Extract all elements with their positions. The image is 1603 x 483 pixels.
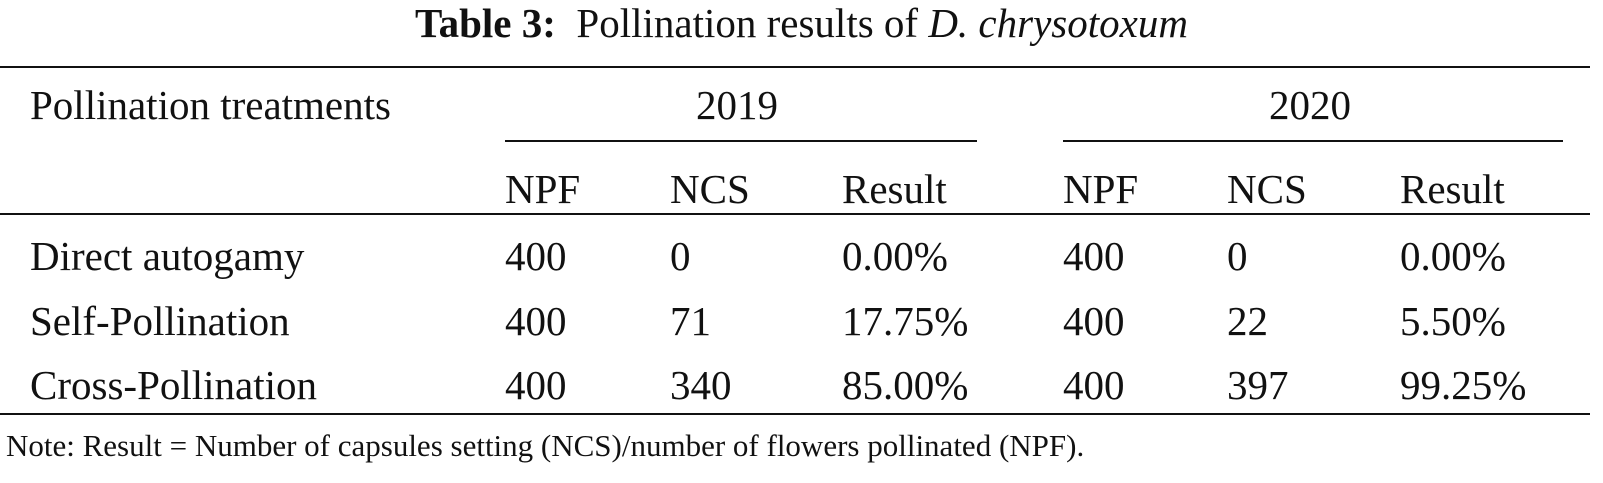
group-header-2020: 2020 [1269,82,1351,128]
table-cell: 400 [505,298,567,344]
table-cell: 340 [670,362,732,408]
table-cell: 71 [670,298,711,344]
top-rule [0,66,1590,68]
table-cell: 22 [1227,298,1268,344]
bottom-rule [0,413,1590,415]
table-cell: 400 [1063,362,1125,408]
column-header: NPF [505,166,581,212]
column-header: Result [1400,166,1505,212]
header-rule [0,213,1590,215]
table-caption: Table 3: Pollination results of D. chrys… [0,0,1603,46]
table-cell: 400 [505,362,567,408]
table-cell: 0 [1227,233,1248,279]
caption-species: D. chrysotoxum [928,0,1188,46]
column-header: NCS [1227,166,1307,212]
table-cell: 0.00% [1400,233,1506,279]
caption-label: Table 3: [415,0,556,46]
group-rule-2019 [505,140,977,142]
caption-text: Pollination results of [576,0,919,46]
table-cell: 400 [1063,233,1125,279]
row-label: Cross-Pollination [30,362,318,408]
table-cell: 17.75% [842,298,969,344]
table-cell: 0 [670,233,691,279]
table-cell: 99.25% [1400,362,1527,408]
row-label: Self-Pollination [30,298,290,344]
table-cell: 5.50% [1400,298,1506,344]
row-label: Direct autogamy [30,233,305,279]
table-note: Note: Result = Number of capsules settin… [6,428,1085,463]
table-cell: 85.00% [842,362,969,408]
group-rule-2020 [1063,140,1563,142]
column-header: Result [842,166,947,212]
column-header: NPF [1063,166,1139,212]
table-cell: 0.00% [842,233,948,279]
row-header-label: Pollination treatments [30,82,391,128]
table-cell: 400 [1063,298,1125,344]
table-cell: 400 [505,233,567,279]
column-header: NCS [670,166,750,212]
table-cell: 397 [1227,362,1289,408]
group-header-2019: 2019 [696,82,778,128]
